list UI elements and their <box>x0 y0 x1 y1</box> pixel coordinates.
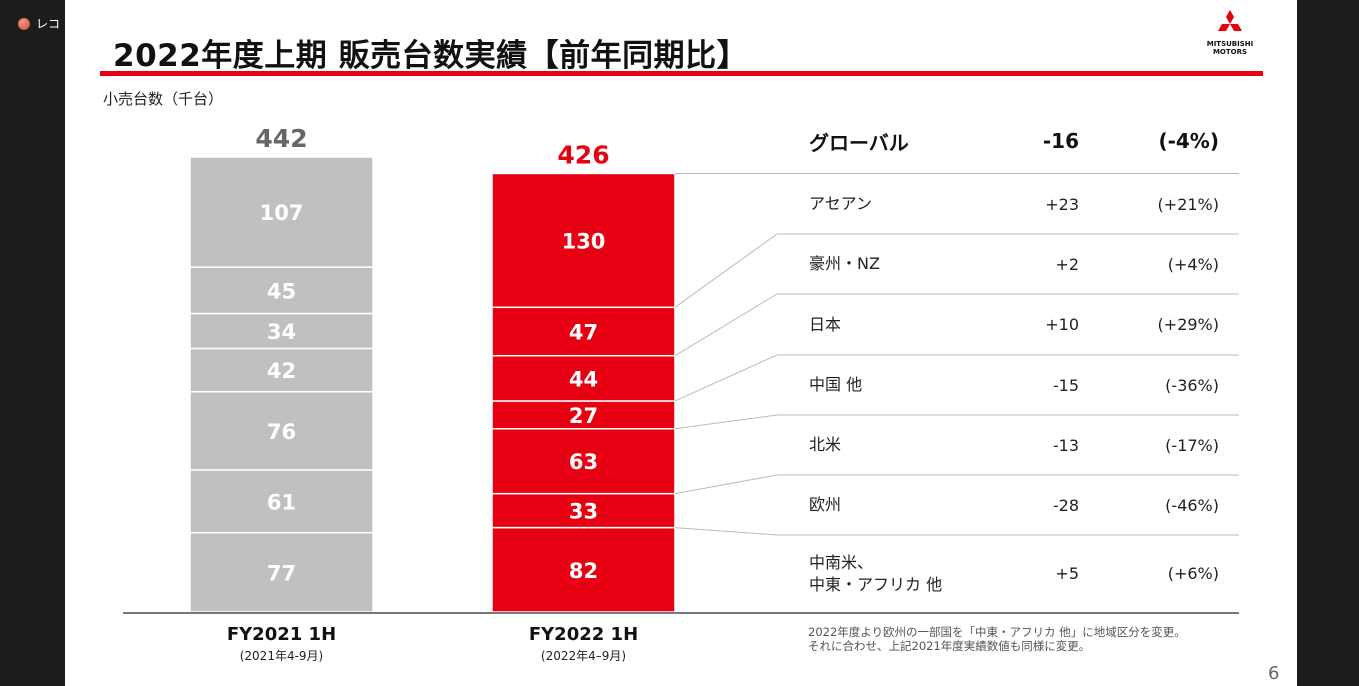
diff-value: +5 <box>1055 564 1079 583</box>
footnote: 2022年度より欧州の一部国を「中東・アフリカ 他」に地域区分を変更。 それに合わ… <box>808 625 1186 653</box>
diff-value: -15 <box>1052 375 1079 395</box>
page-number: 6 <box>1268 663 1280 684</box>
pct-value: (+21%) <box>1157 194 1219 214</box>
segment-label: 44 <box>569 367 598 391</box>
table-row: 中国 他 -15 (-36%) <box>809 355 1239 415</box>
segment-label: 27 <box>569 404 598 428</box>
table-header-row: グローバル -16 (-4%) <box>809 129 1219 155</box>
segment-label: 77 <box>267 561 296 585</box>
pct-value: (+4%) <box>1167 254 1219 274</box>
connector-line <box>674 293 778 357</box>
segment-label: 42 <box>267 359 296 383</box>
table-row: 中南米、 中東・アフリカ 他 +5 (+6%) <box>809 535 1239 612</box>
slide: 2022年度上期 販売台数実績【前年同期比】 MITSUBISHI MOTORS… <box>65 0 1297 686</box>
diff-value: -28 <box>1052 495 1079 515</box>
bar-segment <box>189 312 374 350</box>
segment-label: 47 <box>569 320 598 344</box>
segment-label: 34 <box>267 320 296 344</box>
segment-label: 61 <box>267 490 296 514</box>
pct-value: (+29%) <box>1157 315 1219 334</box>
three-diamonds-icon <box>1218 10 1242 31</box>
region-name: 欧州 <box>809 495 842 514</box>
segment-label: 107 <box>260 201 304 225</box>
table-row: 北米 -13 (-17%) <box>809 415 1239 475</box>
x-label-fy2022: FY2022 1H (2022年4–9月) <box>528 624 639 663</box>
bar-total-label: 426 <box>557 140 609 169</box>
table-row: アセアン +23 (+21%) <box>809 174 1239 234</box>
bar-segment <box>491 492 676 529</box>
table-row: 欧州 -28 (-46%) <box>809 475 1239 535</box>
pct-value: (-17%) <box>1165 435 1219 455</box>
segment-label: 63 <box>569 450 598 474</box>
connector-line <box>674 474 778 495</box>
region-name: 日本 <box>809 314 842 334</box>
bar-segment <box>491 400 676 430</box>
region-name: 北米 <box>809 435 842 454</box>
pct-value: (-36%) <box>1165 375 1219 395</box>
diff-value: -13 <box>1052 435 1079 455</box>
region-name: 中国 他 <box>809 375 863 394</box>
slide-title: 2022年度上期 販売台数実績【前年同期比】 <box>113 38 749 74</box>
segment-label: 82 <box>569 559 598 583</box>
pct-value: (-46%) <box>1165 495 1219 515</box>
pct-value: (+6%) <box>1167 564 1219 583</box>
segment-label: 45 <box>267 279 296 303</box>
recording-label: レコ <box>36 17 61 31</box>
region-name: アセアン <box>809 194 873 213</box>
bar-segment <box>491 306 676 357</box>
connector-line <box>674 527 778 536</box>
table-row: 豪州・NZ +2 (+4%) <box>809 234 1239 294</box>
bar-total-label: 442 <box>255 124 307 153</box>
x-label-fy2021: FY2021 1H (2021年4-9月) <box>226 624 337 663</box>
connector-line <box>674 233 778 308</box>
title-underline <box>100 71 1263 76</box>
segment-label: 130 <box>562 229 606 253</box>
segment-label: 76 <box>267 420 296 444</box>
bar-segment <box>189 531 374 613</box>
recording-indicator: レコ <box>18 15 60 32</box>
bar-segment <box>189 156 374 268</box>
connector-line <box>674 414 778 430</box>
bar-segment <box>189 390 374 471</box>
table-row: 日本 +10 (+29%) <box>809 294 1239 355</box>
region-name: 中南米、 中東・アフリカ 他 <box>809 552 943 594</box>
stacked-bar-chart: 77 61 76 42 34 45 107 442 82 33 63 27 44 47 130 426 <box>123 124 1239 614</box>
diff-value: +23 <box>1045 194 1079 214</box>
connector-line <box>674 354 778 402</box>
bar-segment <box>189 266 374 315</box>
region-name: 豪州・NZ <box>809 254 880 273</box>
diff-value: +2 <box>1055 254 1079 274</box>
bar-segment <box>491 172 676 309</box>
mitsubishi-logo: MITSUBISHI MOTORS <box>1200 10 1260 56</box>
bar-segment <box>491 526 676 613</box>
diff-value: +10 <box>1045 315 1079 334</box>
record-icon <box>18 17 30 30</box>
unit-label: 小売台数（千台） <box>103 90 224 108</box>
segment-label: 33 <box>569 500 598 524</box>
